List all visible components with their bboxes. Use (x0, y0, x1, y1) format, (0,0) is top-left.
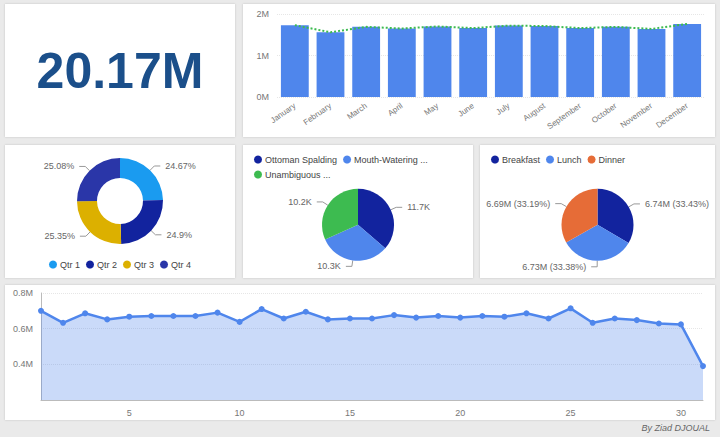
svg-text:October: October (590, 101, 619, 125)
svg-text:1M: 1M (256, 51, 269, 61)
svg-text:December: December (654, 101, 690, 130)
svg-text:25.08%: 25.08% (44, 161, 75, 171)
svg-text:6.69M (33.19%): 6.69M (33.19%) (486, 199, 550, 209)
svg-text:20: 20 (455, 408, 465, 418)
svg-text:February: February (302, 101, 333, 127)
svg-text:Dinner: Dinner (599, 155, 626, 165)
svg-text:0.6M: 0.6M (13, 324, 33, 334)
svg-text:Qtr 1: Qtr 1 (60, 260, 80, 270)
html-text:20.17M: 20.17M (36, 42, 204, 99)
svg-text:6.73M (33.38%): 6.73M (33.38%) (522, 262, 586, 272)
svg-text:April: April (386, 101, 404, 118)
svg-text:Unambiguous ...: Unambiguous ... (265, 170, 331, 180)
svg-text:25.35%: 25.35% (44, 231, 75, 241)
svg-text:August: August (522, 101, 548, 123)
svg-text:Lunch: Lunch (557, 155, 582, 165)
svg-text:September: September (546, 101, 583, 131)
svg-text:30: 30 (676, 408, 686, 418)
svg-text:25: 25 (566, 408, 576, 418)
svg-text:March: March (345, 101, 368, 121)
svg-text:January: January (269, 101, 297, 125)
svg-text:Qtr 4: Qtr 4 (171, 260, 191, 270)
svg-text:15: 15 (345, 408, 355, 418)
html-text:By Ziad DJOUAL: By Ziad DJOUAL (641, 423, 710, 433)
svg-text:10.2K: 10.2K (288, 197, 312, 207)
svg-text:July: July (495, 101, 512, 117)
svg-text:Breakfast: Breakfast (502, 155, 541, 165)
svg-text:0M: 0M (256, 92, 269, 102)
svg-text:24.9%: 24.9% (166, 230, 192, 240)
svg-text:10: 10 (235, 408, 245, 418)
svg-text:0.8M: 0.8M (13, 288, 33, 298)
svg-text:10.3K: 10.3K (317, 261, 341, 271)
svg-text:June: June (456, 101, 476, 119)
svg-text:11.7K: 11.7K (407, 202, 430, 212)
svg-text:November: November (619, 101, 655, 130)
svg-text:May: May (423, 101, 441, 117)
svg-text:0.4M: 0.4M (13, 359, 33, 369)
svg-text:Qtr 2: Qtr 2 (97, 260, 117, 270)
svg-text:5: 5 (127, 408, 132, 418)
svg-text:Mouth-Watering ...: Mouth-Watering ... (354, 155, 428, 165)
svg-text:24.67%: 24.67% (165, 161, 196, 171)
svg-text:6.74M (33.43%): 6.74M (33.43%) (645, 199, 709, 209)
svg-text:Ottoman Spalding: Ottoman Spalding (265, 155, 337, 165)
svg-text:2M: 2M (256, 9, 269, 19)
svg-text:Qtr 3: Qtr 3 (134, 260, 154, 270)
